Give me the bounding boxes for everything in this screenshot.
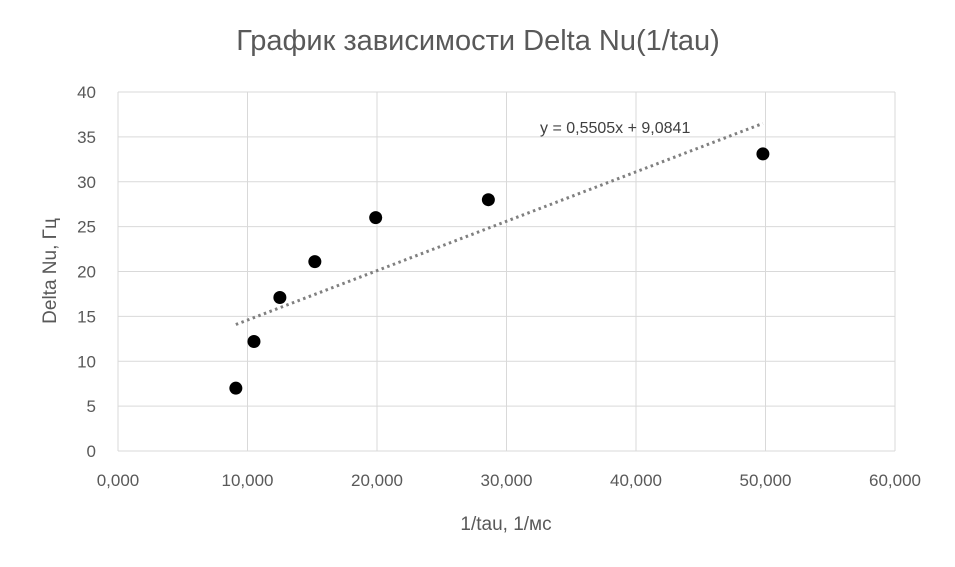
- data-point: [308, 255, 322, 269]
- y-tick-label: 5: [87, 397, 96, 416]
- data-point: [756, 147, 770, 161]
- y-tick-label: 10: [77, 352, 96, 371]
- y-tick-label: 0: [87, 442, 96, 461]
- data-point: [273, 291, 287, 305]
- data-point: [247, 335, 261, 349]
- x-tick-label: 30,000: [481, 471, 533, 490]
- x-tick-label: 40,000: [610, 471, 662, 490]
- trendline-equation: y = 0,5505x + 9,0841: [540, 120, 690, 137]
- data-point: [229, 381, 243, 395]
- x-axis-ticks: 0,000 10,000 20,000 30,000 40,000 50,000 60,00…: [97, 471, 921, 490]
- y-tick-label: 35: [77, 128, 96, 147]
- trendline: [235, 122, 764, 326]
- trendline-layer: [235, 122, 764, 326]
- y-axis-ticks: 0 5 10 15 20 25 30 35 40: [77, 83, 96, 461]
- x-tick-label: 0,000: [97, 471, 140, 490]
- data-point: [481, 193, 495, 207]
- data-point: [369, 211, 383, 225]
- chart-title: График зависимости Delta Nu(1/tau): [236, 25, 720, 57]
- x-tick-label: 20,000: [351, 471, 403, 490]
- x-tick-label: 10,000: [222, 471, 274, 490]
- y-axis-label: Delta Nu, Гц: [40, 218, 61, 324]
- y-tick-label: 30: [77, 173, 96, 192]
- x-tick-label: 60,000: [869, 471, 921, 490]
- y-tick-label: 20: [77, 263, 96, 282]
- y-tick-label: 25: [77, 218, 96, 237]
- grid: [117, 91, 896, 452]
- data-points: [229, 147, 770, 395]
- x-tick-label: 50,000: [740, 471, 792, 490]
- y-tick-label: 15: [77, 307, 96, 326]
- x-axis-label: 1/tau, 1/мс: [460, 514, 551, 535]
- y-tick-label: 40: [77, 83, 96, 102]
